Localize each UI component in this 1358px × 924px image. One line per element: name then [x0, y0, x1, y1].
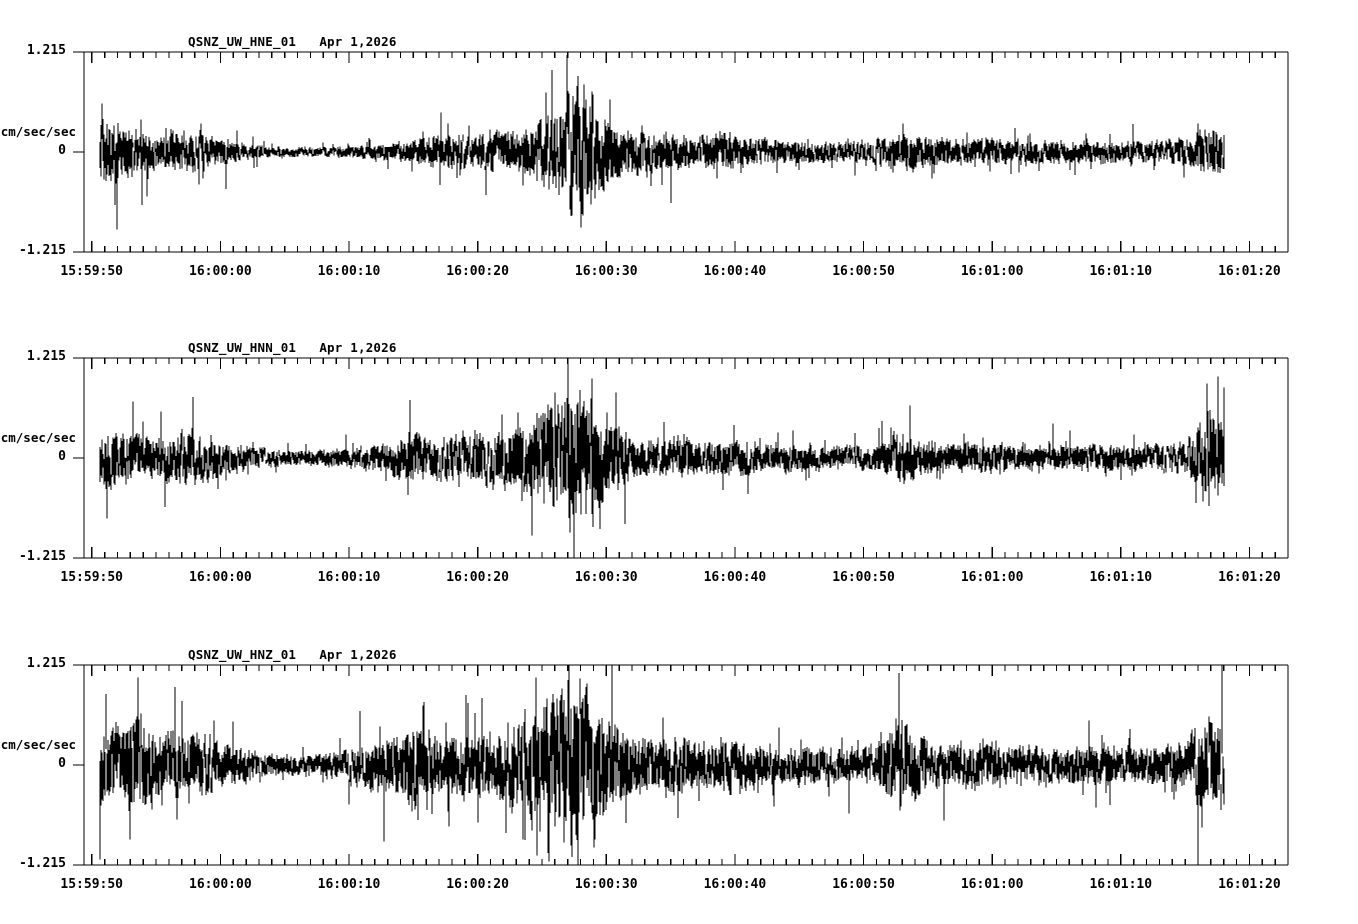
x-tick-label: 16:00:20: [446, 570, 509, 585]
x-tick-label: 16:00:40: [703, 570, 767, 585]
y-tick-label: 0: [58, 756, 66, 771]
y-axis-unit-label: cm/sec/sec: [0, 124, 76, 139]
plot-area-1: [73, 51, 1289, 253]
y-tick-label: -1.215: [19, 243, 66, 258]
x-tick-label: 16:00:50: [832, 570, 895, 585]
x-tick-label: 15:59:50: [60, 264, 124, 279]
axis-frame-and-ticks: [73, 51, 1289, 253]
axis-frame-and-ticks: [73, 664, 1289, 866]
plot-area-2: [73, 357, 1289, 559]
x-tick-label: 16:00:20: [446, 877, 509, 892]
x-tick-label: 16:00:50: [832, 877, 895, 892]
x-tick-label: 16:00:00: [189, 877, 252, 892]
x-tick-label: 16:01:20: [1218, 570, 1281, 585]
panel-title: QSNZ_UW_HNE_01 Apr 1,2026: [188, 34, 397, 49]
x-tick-label: 16:00:10: [317, 264, 381, 279]
x-tick-label: 16:00:10: [317, 877, 381, 892]
y-tick-label: 1.215: [26, 656, 66, 671]
x-tick-label: 16:00:50: [832, 264, 895, 279]
panel-title: QSNZ_UW_HNN_01 Apr 1,2026: [188, 340, 397, 355]
x-tick-label: 16:01:00: [960, 570, 1024, 585]
x-tick-label: 16:01:00: [960, 877, 1024, 892]
x-tick-label: 16:00:20: [446, 264, 509, 279]
y-tick-label: 0: [58, 449, 66, 464]
x-tick-label: 16:00:40: [703, 877, 767, 892]
x-tick-label: 16:00:30: [574, 570, 638, 585]
x-tick-label: 16:01:10: [1089, 877, 1153, 892]
y-axis-unit-label: cm/sec/sec: [0, 430, 76, 445]
x-tick-label: 16:01:10: [1089, 264, 1153, 279]
x-tick-label: 15:59:50: [60, 877, 124, 892]
x-tick-label: 16:00:30: [574, 264, 638, 279]
x-tick-label: 15:59:50: [60, 570, 124, 585]
y-tick-label: -1.215: [19, 549, 66, 564]
x-tick-label: 16:00:00: [189, 264, 252, 279]
x-tick-label: 16:01:20: [1218, 264, 1281, 279]
y-axis-unit-label: cm/sec/sec: [0, 737, 76, 752]
x-tick-label: 16:00:10: [317, 570, 381, 585]
x-tick-label: 16:00:30: [574, 877, 638, 892]
x-tick-label: 16:01:10: [1089, 570, 1153, 585]
waveform-trace: [99, 665, 1225, 865]
x-tick-label: 16:01:00: [960, 264, 1024, 279]
y-tick-label: 1.215: [26, 43, 66, 58]
x-tick-label: 16:00:40: [703, 264, 767, 279]
y-tick-label: -1.215: [19, 856, 66, 871]
waveform-trace: [99, 54, 1225, 230]
plot-area-3: [73, 664, 1289, 866]
x-tick-label: 16:01:20: [1218, 877, 1281, 892]
panel-title: QSNZ_UW_HNZ_01 Apr 1,2026: [188, 647, 397, 662]
y-tick-label: 0: [58, 143, 66, 158]
y-tick-label: 1.215: [26, 349, 66, 364]
waveform-trace: [99, 358, 1225, 558]
x-tick-label: 16:00:00: [189, 570, 252, 585]
axis-frame-and-ticks: [73, 357, 1289, 559]
